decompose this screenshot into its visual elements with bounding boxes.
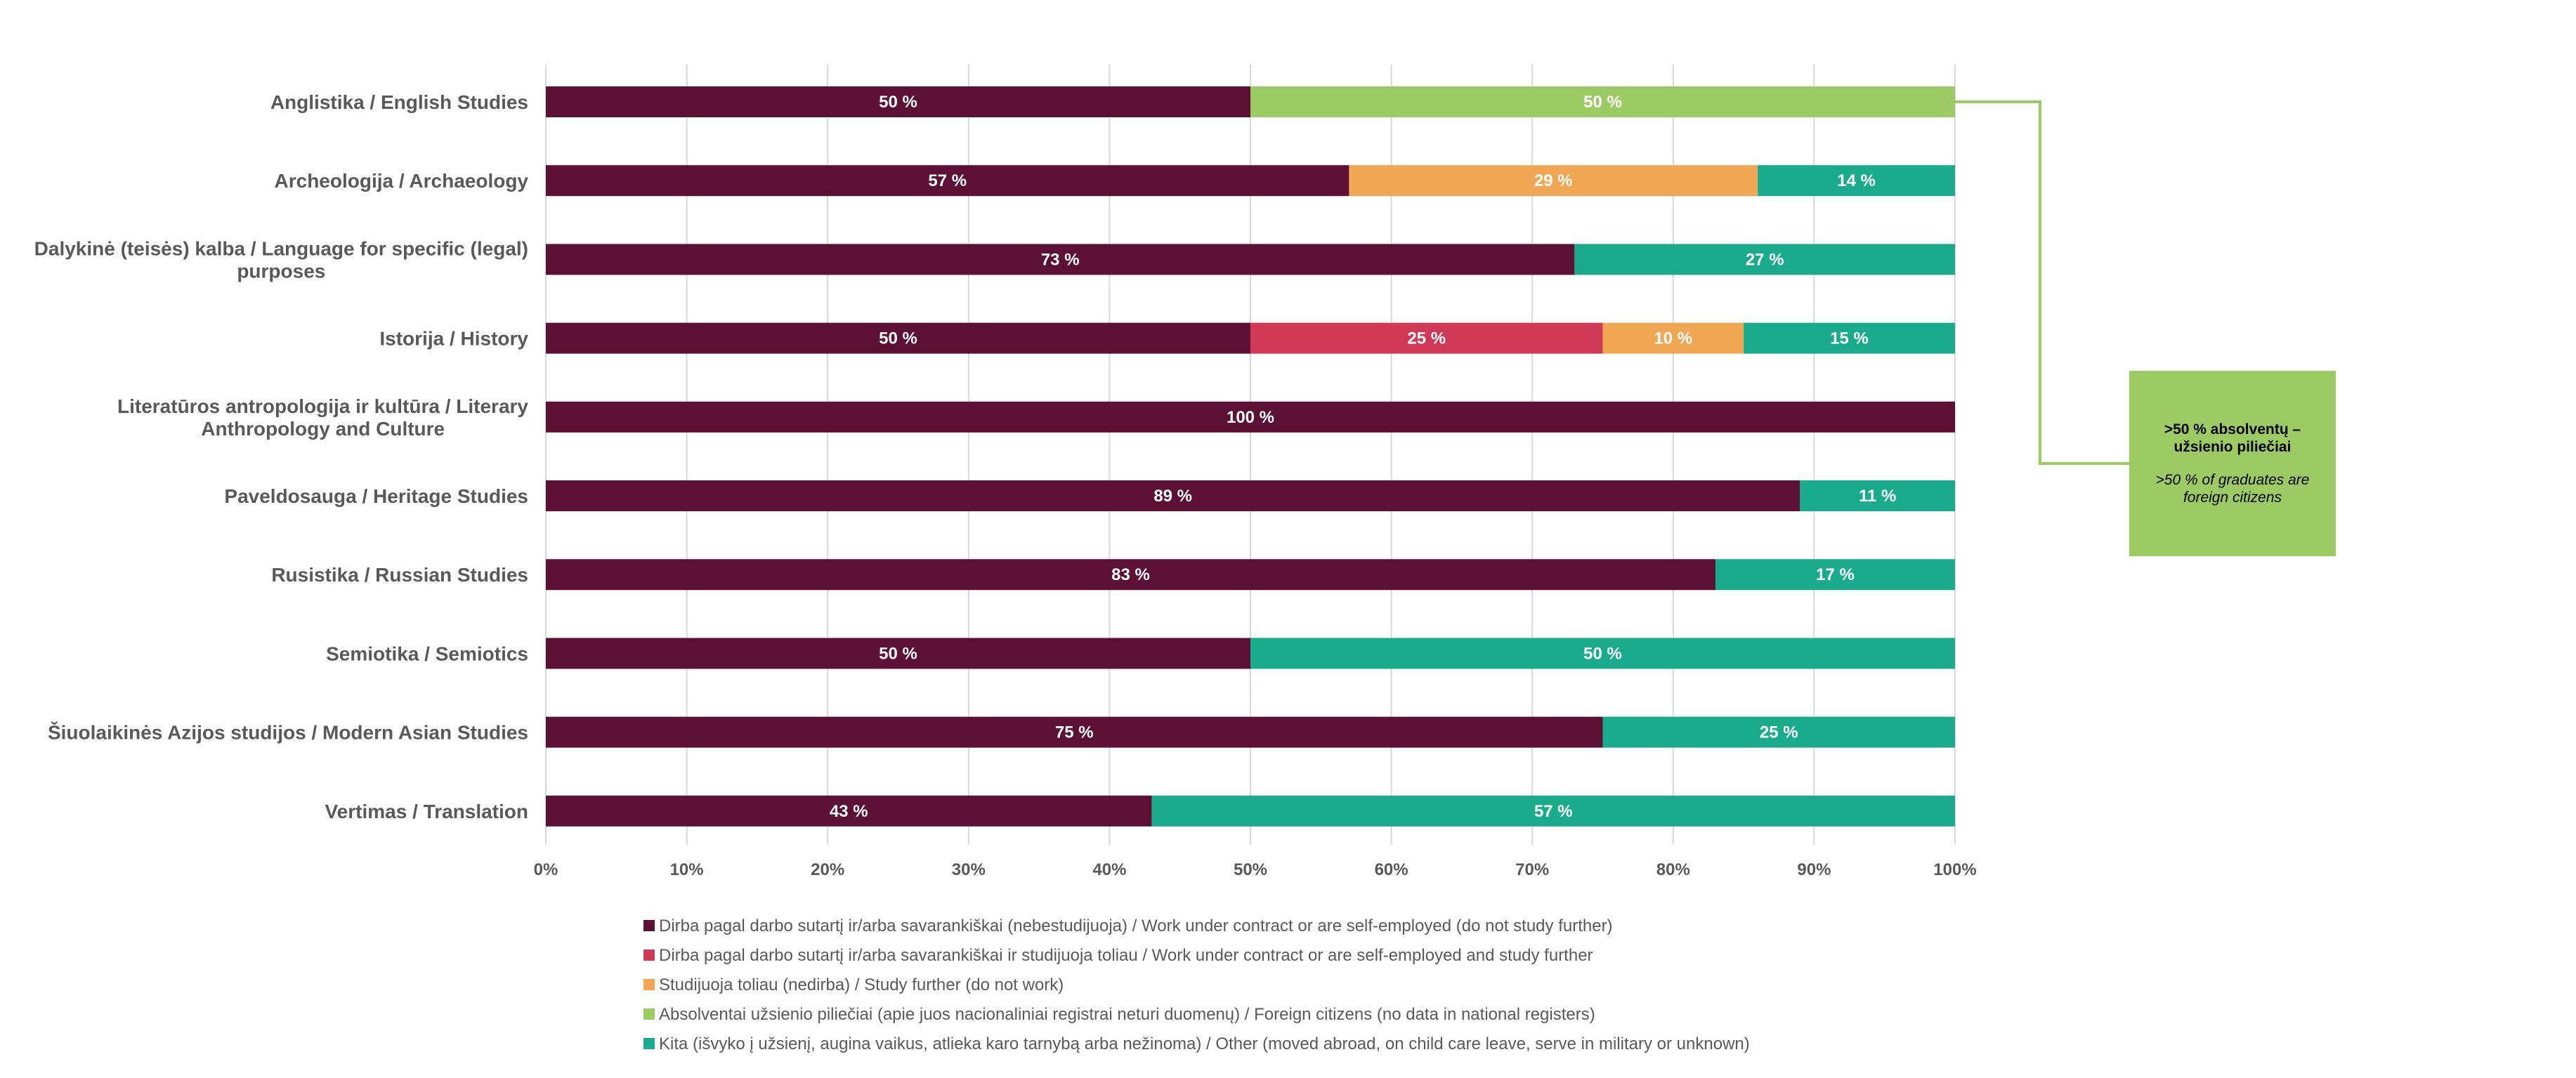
data-label: 57 % — [928, 171, 967, 190]
bar-segment — [1574, 244, 1955, 275]
data-label: 89 % — [1153, 487, 1192, 506]
bar-segment — [546, 401, 1955, 433]
data-label: 50 % — [879, 93, 917, 112]
data-label: 25 % — [1760, 723, 1798, 742]
data-label: 50 % — [1583, 93, 1622, 112]
x-tick-label: 80% — [1656, 860, 1690, 879]
category-label: Vertimas / Translation — [325, 801, 528, 822]
x-tick-label: 50% — [1234, 860, 1267, 879]
data-label: 17 % — [1816, 565, 1855, 584]
data-label: 100 % — [1227, 408, 1274, 427]
data-label: 15 % — [1830, 329, 1869, 348]
bar-segment — [1250, 322, 1603, 354]
category-label: Paveldosauga / Heritage Studies — [224, 485, 528, 507]
bar-segment — [1250, 86, 1955, 117]
data-label: 27 % — [1746, 250, 1784, 269]
callout-title: >50 % absolventų – užsienio piliečiai — [2164, 421, 2301, 455]
legend-label: Absolventai užsienio piliečiai (apie juo… — [659, 1005, 1595, 1024]
legend-label: Studijuoja toliau (nedirba) / Study furt… — [659, 975, 1064, 994]
bar-segment — [1800, 480, 1955, 511]
callout-box: >50 % absolventų – užsienio piliečiai >5… — [2129, 371, 2336, 556]
category-label: Literatūros antropologija ir kultūra / L… — [117, 395, 528, 440]
bar-segment — [1349, 165, 1758, 197]
legend-label: Dirba pagal darbo sutartį ir/arba savara… — [659, 916, 1613, 935]
bar-segment — [546, 480, 1800, 511]
x-tick-label: 30% — [952, 860, 986, 879]
data-label: 75 % — [1055, 723, 1094, 742]
legend: Dirba pagal darbo sutartį ir/arba savara… — [643, 916, 1750, 1053]
data-label: 50 % — [879, 329, 917, 348]
legend-swatch — [643, 1008, 655, 1020]
callout-subtitle: >50 % of graduates are foreign citizens — [2155, 472, 2310, 506]
bar-segment — [546, 244, 1575, 275]
x-tick-label: 20% — [811, 860, 844, 879]
legend-swatch — [643, 920, 655, 931]
data-label: 14 % — [1837, 171, 1876, 190]
category-label: Istorija / History — [379, 328, 528, 350]
legend-swatch — [643, 1038, 655, 1049]
bar-segment — [1602, 322, 1744, 354]
x-tick-label: 10% — [670, 860, 704, 879]
bar-segment — [546, 716, 1603, 748]
x-tick-label: 60% — [1375, 860, 1408, 879]
legend-swatch — [643, 949, 655, 961]
bar-segment — [546, 559, 1715, 591]
bar-segment — [1715, 559, 1955, 591]
data-label: 73 % — [1041, 250, 1080, 269]
bar-segment — [1758, 165, 1955, 197]
category-label: Šiuolaikinės Azijos studijos / Modern As… — [48, 721, 528, 744]
data-label: 50 % — [1583, 644, 1622, 663]
bar-segment — [546, 795, 1152, 827]
data-label: 57 % — [1534, 802, 1573, 821]
category-label: Archeologija / Archaeology — [275, 170, 529, 192]
data-labels: 50 % 50 % 57 % 29 % 14 % 73 % 27 % 50 % 25 % 10 %… — [830, 93, 1896, 821]
bar-segment — [546, 86, 1250, 117]
x-tick-label: 40% — [1092, 860, 1126, 879]
category-labels: Anglistika / English Studies Archeologija… — [34, 91, 529, 822]
category-label: Semiotika / Semiotics — [326, 643, 528, 664]
category-label: Anglistika / English Studies — [270, 91, 528, 113]
data-label: 83 % — [1111, 565, 1150, 584]
data-label: 29 % — [1534, 171, 1573, 190]
data-label: 43 % — [830, 802, 868, 821]
x-tick-label: 0% — [534, 860, 558, 879]
data-label: 11 % — [1859, 487, 1896, 506]
x-tick-label: 90% — [1797, 860, 1831, 879]
bar-segment — [1250, 638, 1955, 669]
legend-swatch — [643, 979, 655, 990]
callout-connector — [1955, 100, 2129, 465]
category-label: Dalykinė (teisės) kalba / Language for s… — [34, 237, 528, 282]
bar-segment — [546, 165, 1349, 197]
bar-segment — [546, 322, 1250, 354]
category-label: Rusistika / Russian Studies — [271, 564, 528, 586]
x-tick-label: 70% — [1515, 860, 1549, 879]
bar-segment — [1151, 795, 1955, 827]
x-axis-ticks: 0% 10% 20% 30% 40% 50% 60% 70% 80% 90% 100% — [534, 860, 1977, 879]
data-label: 50 % — [879, 644, 917, 663]
bars — [546, 86, 1955, 827]
legend-label: Dirba pagal darbo sutartį ir/arba savara… — [659, 946, 1593, 965]
data-label: 10 % — [1654, 329, 1692, 348]
legend-label: Kita (išvyko į užsienį, augina vaikus, a… — [659, 1034, 1750, 1053]
bar-segment — [1744, 322, 1955, 354]
data-label: 25 % — [1407, 329, 1446, 348]
bar-segment — [1602, 716, 1955, 748]
bar-segment — [546, 638, 1250, 669]
x-tick-label: 100% — [1933, 860, 1976, 879]
